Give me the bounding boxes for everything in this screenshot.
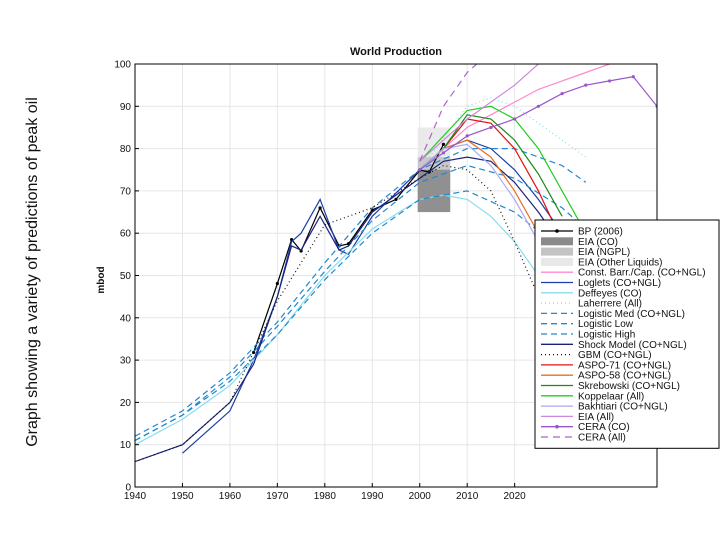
legend-label: Laherrere (All) bbox=[578, 299, 642, 310]
legend-label: Koppelaar (All) bbox=[578, 391, 644, 402]
x-tick-label: 2000 bbox=[409, 491, 432, 502]
legend-label: Logistic Low bbox=[578, 319, 634, 330]
series-lines bbox=[135, 64, 657, 463]
legend-swatch bbox=[541, 247, 573, 256]
series-point-16 bbox=[631, 75, 635, 79]
y-tick-label: 20 bbox=[120, 398, 132, 409]
chart-title: World Production bbox=[350, 46, 442, 58]
series-point-16 bbox=[513, 117, 517, 121]
legend-marker bbox=[555, 229, 559, 233]
legend-label: Bakhtiari (CO+NGL) bbox=[578, 402, 668, 413]
y-tick-label: 50 bbox=[120, 271, 132, 282]
series-point-16 bbox=[465, 134, 469, 138]
series-line-13 bbox=[419, 105, 587, 234]
legend-label: EIA (Other Liquids) bbox=[578, 257, 662, 268]
series-point-16 bbox=[441, 151, 446, 155]
legend-label: ASPO-58 (CO+NGL) bbox=[578, 371, 671, 382]
y-tick-label: 70 bbox=[120, 186, 132, 197]
y-tick-label: 30 bbox=[120, 356, 132, 367]
x-tick-label: 1980 bbox=[314, 491, 337, 502]
series-line-3 bbox=[135, 194, 587, 446]
x-tick-label: 1990 bbox=[361, 491, 384, 502]
series-point-0 bbox=[318, 206, 322, 210]
series-point-16 bbox=[607, 79, 612, 83]
legend-marker bbox=[555, 424, 559, 429]
x-tick-label: 1970 bbox=[266, 491, 289, 502]
series-line-6 bbox=[135, 190, 587, 442]
y-tick-label: 100 bbox=[114, 60, 131, 71]
y-axis-label: mbod bbox=[96, 266, 107, 293]
axis-ticks: 1940 1950 1960 1970 1980 1990 2000 2010 2020 0 10 2… bbox=[114, 60, 526, 503]
legend-label: BP (2006) bbox=[578, 227, 623, 238]
legend-label: GBM (CO+NGL) bbox=[578, 350, 652, 361]
legend-label: ASPO-71 (CO+NGL) bbox=[578, 360, 671, 371]
series-point-16 bbox=[536, 104, 540, 108]
x-tick-label: 2020 bbox=[504, 491, 527, 502]
series-line-2 bbox=[182, 139, 587, 454]
legend-label: Logistic High bbox=[578, 330, 635, 341]
series-line-17 bbox=[419, 64, 478, 162]
legend-label: Logistic Med (CO+NGL) bbox=[578, 309, 685, 320]
legend-swatch bbox=[541, 257, 573, 266]
x-tick-label: 1940 bbox=[124, 491, 147, 502]
x-tick-label: 1960 bbox=[219, 491, 242, 502]
series-point-0 bbox=[275, 281, 279, 286]
legend-label: EIA (NGPL) bbox=[578, 247, 630, 258]
legend-label: CERA (CO) bbox=[578, 422, 630, 433]
series-point-16 bbox=[489, 125, 493, 130]
series-line-8 bbox=[135, 156, 587, 463]
legend-label: Loglets (CO+NGL) bbox=[578, 278, 661, 289]
x-tick-label: 1950 bbox=[171, 491, 194, 502]
legend-label: EIA (CO) bbox=[578, 237, 618, 248]
y-tick-label: 60 bbox=[120, 229, 132, 240]
legend: BP (2006)EIA (CO)EIA (NGPL)EIA (Other Li… bbox=[534, 219, 720, 449]
legend-label: EIA (All) bbox=[578, 412, 614, 423]
series-line-15 bbox=[419, 64, 540, 162]
series-point-16 bbox=[560, 92, 564, 96]
legend-label: CERA (All) bbox=[578, 433, 626, 444]
series-point-16 bbox=[418, 168, 422, 172]
series-point-0 bbox=[252, 350, 256, 355]
legend-label: Skrebowski (CO+NGL) bbox=[578, 381, 680, 392]
legend-label: Shock Model (CO+NGL) bbox=[578, 340, 687, 351]
legend-label: Const. Barr./Cap. (CO+NGL) bbox=[578, 268, 706, 279]
y-tick-label: 0 bbox=[125, 483, 131, 494]
series-line-9 bbox=[135, 164, 563, 463]
y-tick-label: 40 bbox=[120, 313, 132, 324]
y-tick-label: 90 bbox=[120, 102, 132, 113]
series-line-5 bbox=[135, 164, 587, 442]
x-tick-label: 2010 bbox=[456, 491, 479, 502]
series-point-16 bbox=[584, 83, 588, 87]
series-line-1 bbox=[419, 64, 613, 171]
y-tick-label: 80 bbox=[120, 144, 132, 155]
legend-swatch bbox=[541, 237, 573, 246]
series-point-0 bbox=[394, 197, 398, 201]
legend-label: Deffeyes (CO) bbox=[578, 288, 642, 299]
series-line-7 bbox=[135, 148, 587, 437]
series-point-0 bbox=[441, 142, 446, 146]
y-tick-label: 10 bbox=[120, 440, 132, 451]
